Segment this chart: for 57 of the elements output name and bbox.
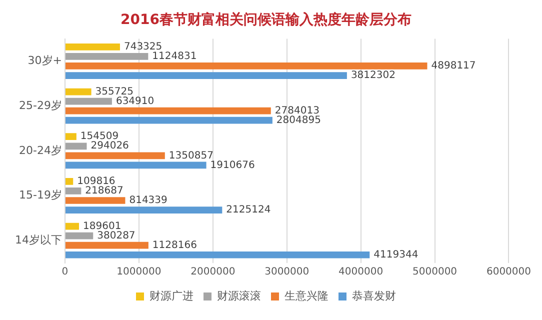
x-tick-label: 4000000 <box>338 266 384 278</box>
data-label: 4898117 <box>431 60 476 72</box>
bar <box>65 232 94 240</box>
bar <box>65 242 148 249</box>
data-label: 355725 <box>95 86 134 98</box>
data-label: 4119344 <box>374 249 418 260</box>
data-label: 109816 <box>77 176 116 188</box>
y-tick-label: 14岁以下 <box>14 233 62 246</box>
data-label: 154509 <box>80 131 119 142</box>
y-tick-label: 25-29岁 <box>19 98 62 112</box>
bar <box>65 152 165 160</box>
bar <box>65 116 272 124</box>
bar <box>65 142 87 150</box>
legend-label: 财源滚滚 <box>217 289 261 302</box>
bar <box>65 133 76 140</box>
bar <box>65 88 92 96</box>
bar <box>65 251 370 258</box>
data-label: 1350857 <box>168 150 214 162</box>
data-label: 1128166 <box>152 240 197 251</box>
data-label: 634910 <box>116 96 154 107</box>
data-label: 1910676 <box>210 160 255 171</box>
data-label: 380287 <box>97 230 136 242</box>
bar <box>65 98 112 105</box>
y-tick-label: 15-19岁 <box>19 188 62 202</box>
x-tick-label: 5000000 <box>412 266 458 278</box>
chart-title: 2016春节财富相关问候语输入热度年龄层分布 <box>120 11 412 28</box>
bar <box>65 222 80 230</box>
x-tick-label: 1000000 <box>116 266 162 278</box>
bar <box>65 197 126 204</box>
legend-label: 恭喜发财 <box>352 289 396 302</box>
data-label: 2784013 <box>274 105 320 116</box>
y-tick-label: 20-24岁 <box>19 144 62 157</box>
y-tick-label: 30岁+ <box>28 54 62 68</box>
bar <box>65 178 74 185</box>
data-label: 3812302 <box>350 70 396 82</box>
data-label: 743325 <box>124 42 162 53</box>
bar <box>65 206 222 214</box>
x-tick-label: 3000000 <box>264 266 310 278</box>
legend-label: 生意兴隆 <box>284 289 328 302</box>
bar <box>65 53 148 60</box>
x-tick-label: 6000000 <box>486 266 532 278</box>
data-label: 814339 <box>129 195 168 206</box>
bar <box>65 72 347 79</box>
data-label: 218687 <box>85 186 124 197</box>
data-label: 2804895 <box>276 114 321 126</box>
bar <box>65 188 82 194</box>
x-tick-label: 2000000 <box>190 266 236 278</box>
legend-label: 财源广进 <box>150 289 194 302</box>
bar <box>65 107 271 114</box>
data-label: 189601 <box>83 220 122 232</box>
bar <box>65 62 428 70</box>
data-label: 294026 <box>90 140 129 152</box>
bar <box>65 43 120 50</box>
data-label: 1124831 <box>152 51 197 62</box>
bar <box>65 162 206 169</box>
data-label: 2125124 <box>226 204 271 216</box>
x-tick-label: 0 <box>62 266 68 278</box>
